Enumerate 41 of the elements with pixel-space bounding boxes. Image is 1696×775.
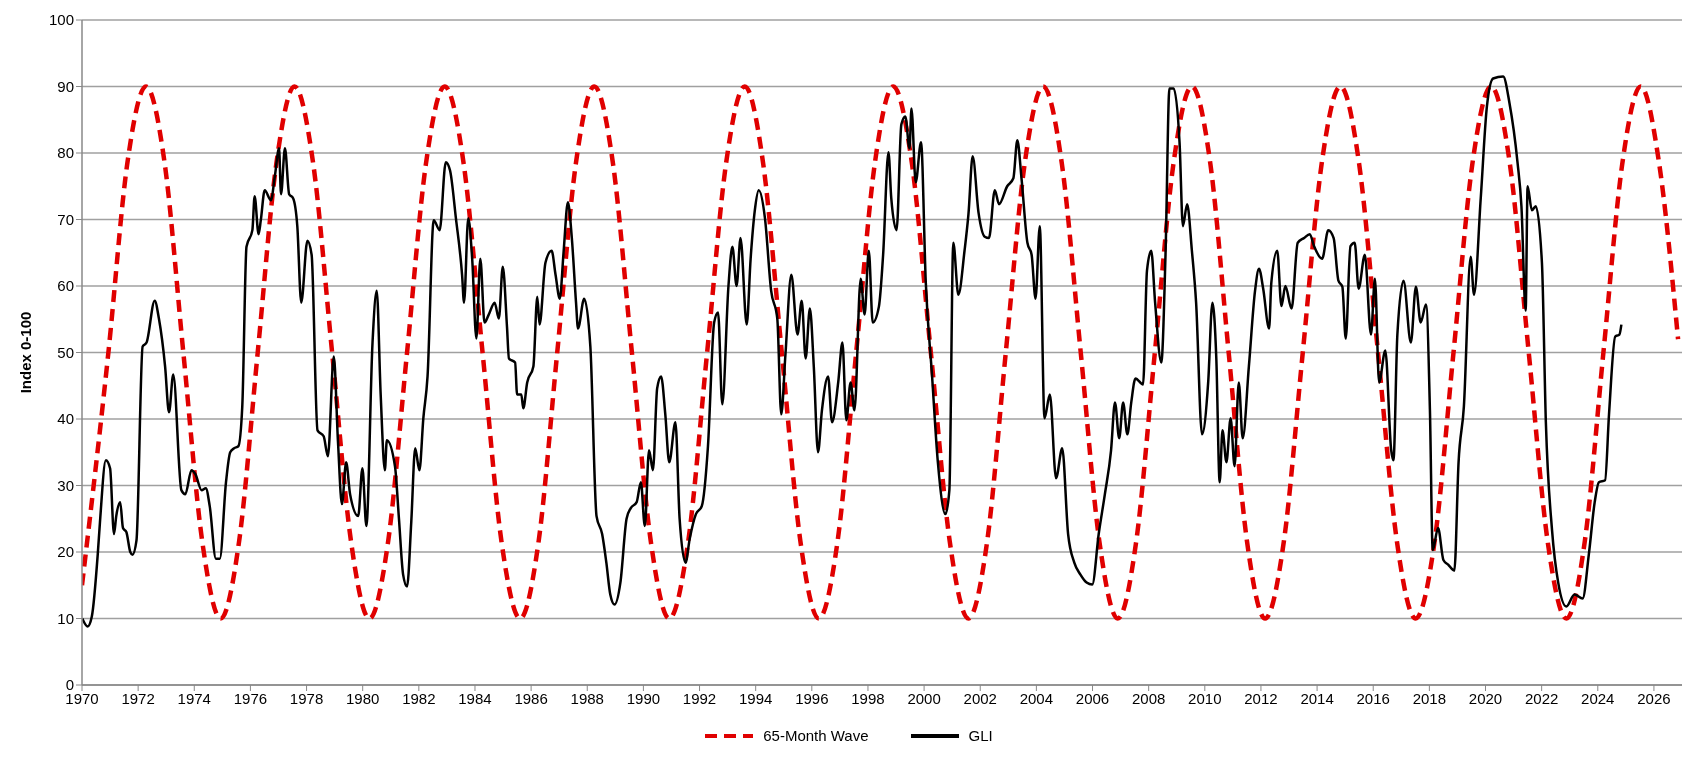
x-tick-label: 1996 [795, 689, 829, 707]
x-tick-label: 2016 [1356, 689, 1390, 707]
y-tick-label: 80 [57, 144, 74, 162]
x-tick-label: 1998 [851, 689, 885, 707]
x-tick-label: 1982 [402, 689, 436, 707]
x-tick-label: 2010 [1188, 689, 1222, 707]
x-tick-label: 1990 [626, 689, 661, 707]
y-tick-label: 60 [57, 277, 74, 295]
x-tick-label: 1972 [121, 689, 155, 707]
x-tick-label: 2002 [963, 689, 997, 707]
x-tick-label: 2014 [1300, 689, 1334, 707]
y-tick-label: 100 [48, 11, 74, 29]
y-tick-label: 10 [57, 609, 74, 627]
x-tick-label: 2004 [1019, 689, 1054, 707]
x-tick-label: 2008 [1131, 689, 1166, 707]
x-tick-label: 2026 [1637, 689, 1671, 707]
x-tick-label: 1986 [514, 689, 548, 707]
x-tick-label: 1994 [739, 689, 773, 707]
x-tick-label: 1976 [233, 689, 268, 707]
legend-label: 65-Month Wave [763, 727, 869, 744]
y-axis-title: Index 0-100 [17, 311, 35, 394]
x-tick-label: 1978 [289, 689, 324, 707]
x-tick-label: 1980 [346, 689, 380, 707]
y-tick-label: 90 [57, 77, 74, 95]
x-tick-label: 1988 [570, 689, 604, 707]
y-tick-label: 30 [57, 476, 74, 494]
x-tick-label: 2024 [1581, 689, 1615, 707]
x-tick-label: 2012 [1244, 689, 1278, 707]
x-tick-label: 2022 [1524, 689, 1559, 707]
x-tick-label: 2000 [907, 689, 941, 707]
x-tick-label: 2018 [1412, 689, 1447, 707]
x-tick-label: 1984 [458, 689, 492, 707]
legend-label: GLI [968, 727, 993, 744]
y-tick-label: 50 [57, 343, 74, 361]
x-tick-label: 2006 [1075, 689, 1110, 707]
y-tick-label: 70 [57, 210, 74, 228]
x-tick-label: 1974 [177, 689, 211, 707]
y-tick-label: 40 [57, 410, 74, 428]
x-tick-label: 2020 [1468, 689, 1503, 707]
x-tick-label: 1992 [682, 689, 717, 707]
y-tick-label: 20 [57, 543, 74, 561]
